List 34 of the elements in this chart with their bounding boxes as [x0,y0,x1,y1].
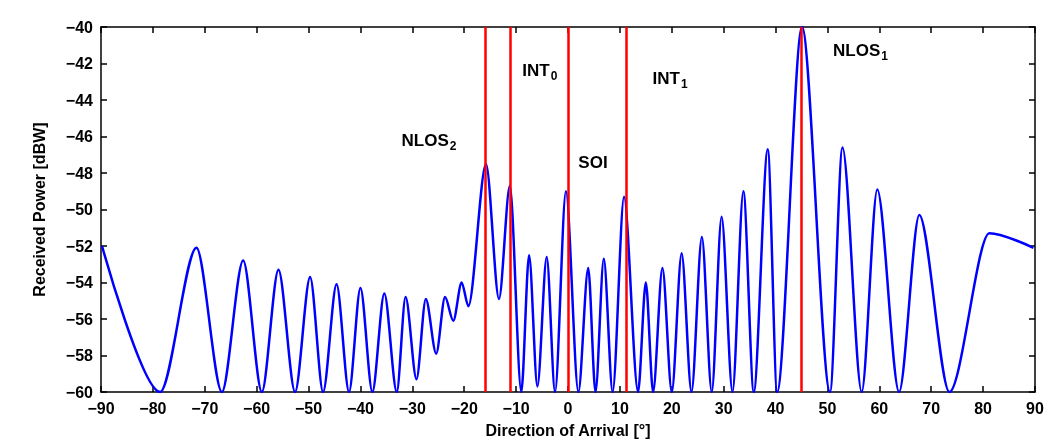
x-tick-label: 90 [1026,399,1044,417]
x-axis-title: Direction of Arrival [°] [485,421,651,439]
x-tick-label: 60 [870,399,889,417]
x-tick-label: 20 [662,399,681,417]
x-tick-label: −70 [191,399,219,417]
line-series [100,25,1035,394]
y-tick-label: −52 [65,237,94,255]
y-tick-label: −58 [65,347,94,364]
x-tick-label: −20 [450,399,478,417]
x-tick-label: −60 [243,399,271,417]
x-tick-label: −10 [502,399,530,417]
y-tick-label: −42 [65,55,94,72]
x-tick-label: −30 [398,399,427,417]
x-tick-label: 0 [563,399,573,417]
y-tick-label: −48 [65,164,94,182]
x-tick-label: 50 [818,399,837,417]
y-tick-label: −40 [65,18,94,36]
x-tick-label: −50 [294,399,323,417]
x-tick-label: 40 [766,399,785,417]
x-tick-label: −40 [346,399,375,417]
x-tick-label: −80 [139,399,167,417]
y-tick-label: −46 [65,128,94,145]
ref-line-label: SOI [578,152,608,172]
y-tick-label: −50 [65,201,94,218]
x-tick-label: 80 [974,399,993,417]
y-tick-label: −54 [65,274,94,291]
y-tick-label: −60 [65,383,94,401]
y-axis-title: Received Power [dBW] [30,122,48,297]
x-tick-label: −90 [87,399,115,417]
x-tick-label: 70 [922,399,941,417]
y-tick-label: −56 [65,310,94,328]
x-tick-label: 10 [610,399,629,417]
y-tick-label: −44 [65,91,94,109]
x-tick-label: 30 [714,399,733,417]
